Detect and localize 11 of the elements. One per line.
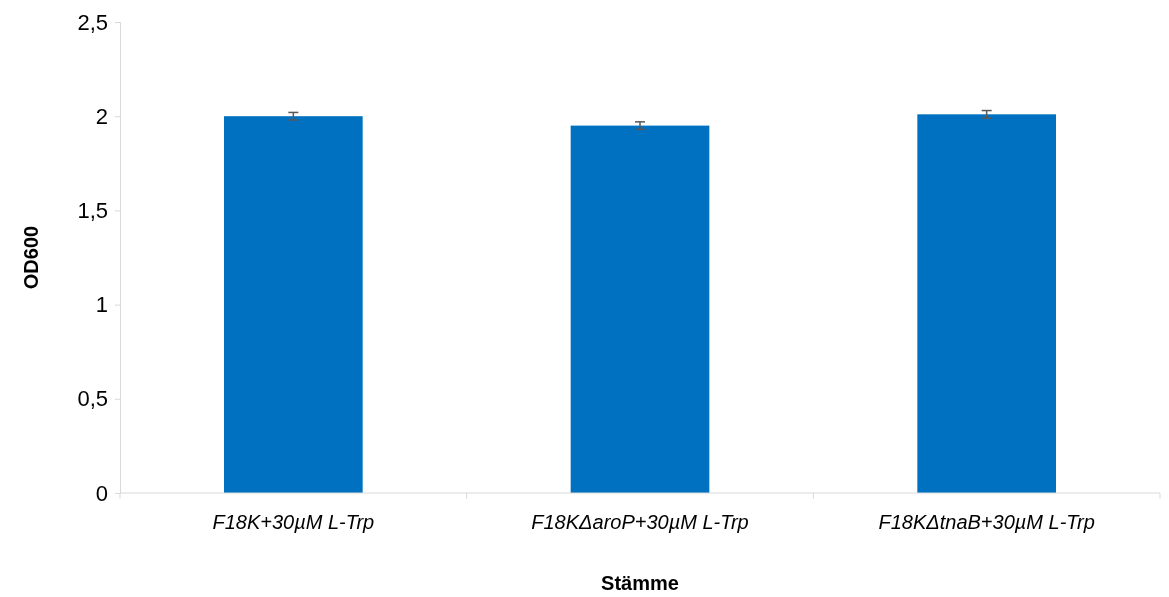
y-tick-label: 0,5: [77, 386, 108, 412]
y-tick-label: 1,5: [77, 197, 108, 223]
y-tick-label: 1: [95, 292, 108, 318]
x-tick-label: F18KΔaroP+30µM L-Trp: [531, 511, 749, 533]
y-tick-label: 2: [95, 103, 108, 129]
x-axis-title: Stämme: [601, 572, 679, 594]
y-tick-label: 0: [95, 480, 108, 506]
y-axis-title: OD600: [20, 225, 42, 290]
x-tick-label: F18K+30µM L-Trp: [212, 511, 375, 533]
y-tick-label: 2,5: [77, 9, 108, 35]
x-tick-label: F18KΔtnaB+30µM L-Trp: [878, 511, 1095, 533]
